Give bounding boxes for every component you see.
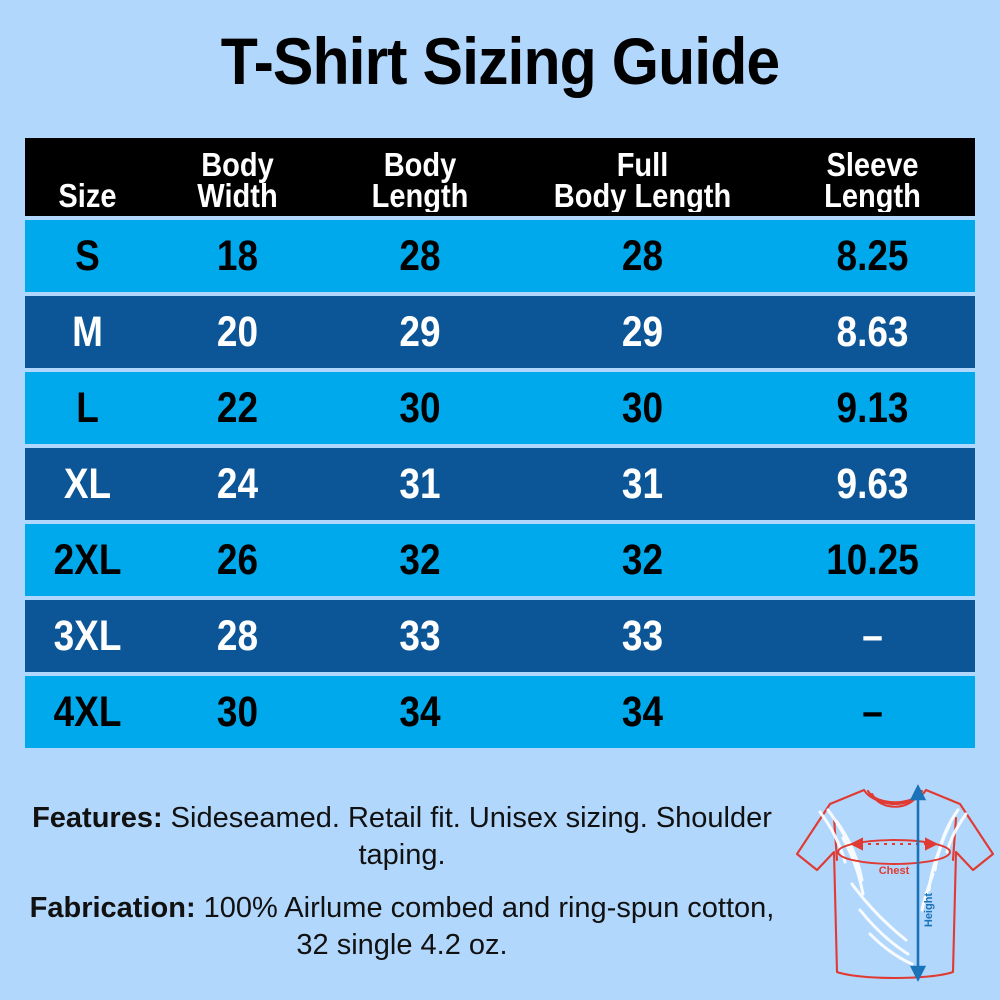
cell-size: S <box>75 234 100 278</box>
fabrication-note: Fabrication: 100% Airlume combed and rin… <box>22 890 782 964</box>
fabrication-text: 100% Airlume combed and ring-spun cotton… <box>195 892 775 962</box>
tshirt-outline-icon <box>795 788 995 980</box>
table-row: 3XL 28 33 33 – <box>25 600 975 672</box>
column-header-body-width: Body Width <box>197 148 278 212</box>
cell-body-width: 22 <box>216 386 259 430</box>
cell-full-body-length: 29 <box>621 310 664 354</box>
column-header-body-length: Body Length <box>371 148 469 212</box>
table-header-row: Size Body Width Body Length Full Body Le… <box>25 138 975 216</box>
height-label: Height <box>923 893 935 928</box>
cell-full-body-length: 33 <box>621 614 664 658</box>
cell-size: XL <box>63 462 112 506</box>
fabrication-label: Fabrication: <box>29 892 196 925</box>
cell-body-width: 20 <box>216 310 259 354</box>
page-title: T-Shirt Sizing Guide <box>220 24 780 98</box>
features-text: Sideseamed. Retail fit. Unisex sizing. S… <box>162 802 772 872</box>
column-header-full-body-length: Full Body Length <box>553 148 732 212</box>
cell-sleeve-length: – <box>862 614 883 658</box>
cell-body-width: 30 <box>216 690 259 734</box>
table-row: S 18 28 28 8.25 <box>25 220 975 292</box>
cell-body-width: 26 <box>216 538 259 582</box>
sizing-table: Size Body Width Body Length Full Body Le… <box>25 138 975 752</box>
cell-full-body-length: 31 <box>621 462 664 506</box>
table-row: M 20 29 29 8.63 <box>25 296 975 368</box>
cell-sleeve-length: – <box>862 690 883 734</box>
cell-sleeve-length: 8.63 <box>836 310 909 354</box>
chest-measure-icon <box>837 839 951 865</box>
cell-sleeve-length: 8.25 <box>836 234 909 278</box>
cell-full-body-length: 28 <box>621 234 664 278</box>
features-label: Features: <box>32 802 163 834</box>
cell-sleeve-length: 10.25 <box>826 538 919 582</box>
chest-arrow-icon <box>849 837 939 851</box>
cell-body-length: 30 <box>399 386 441 430</box>
cell-size: 4XL <box>53 690 122 734</box>
cell-body-length: 31 <box>399 462 441 506</box>
cell-body-length: 32 <box>399 538 441 582</box>
tshirt-measurement-diagram: Chest Height <box>790 782 1000 1000</box>
cell-sleeve-length: 9.13 <box>836 386 909 430</box>
features-note: Features: Sideseamed. Retail fit. Unisex… <box>22 800 782 874</box>
cell-body-length: 33 <box>399 614 441 658</box>
cell-full-body-length: 32 <box>621 538 664 582</box>
column-header-size: Size <box>58 180 117 212</box>
cell-body-width: 18 <box>216 234 259 278</box>
fabric-highlight-icon <box>818 808 968 966</box>
table-row: XL 24 31 31 9.63 <box>25 448 975 520</box>
column-header-sleeve-length: Sleeve Length <box>824 148 921 212</box>
cell-sleeve-length: 9.63 <box>836 462 909 506</box>
cell-size: 2XL <box>53 538 122 582</box>
cell-body-length: 28 <box>399 234 441 278</box>
cell-body-length: 29 <box>399 310 441 354</box>
cell-size: M <box>72 310 103 354</box>
cell-body-width: 24 <box>216 462 259 506</box>
product-notes: Features: Sideseamed. Retail fit. Unisex… <box>22 800 782 980</box>
cell-size: 3XL <box>53 614 122 658</box>
table-row: 2XL 26 32 32 10.25 <box>25 524 975 596</box>
height-measure-icon <box>909 784 927 982</box>
table-row: 4XL 30 34 34 – <box>25 676 975 748</box>
cell-full-body-length: 30 <box>621 386 664 430</box>
chest-label: Chest <box>879 865 910 877</box>
cell-full-body-length: 34 <box>621 690 664 734</box>
cell-body-width: 28 <box>216 614 259 658</box>
cell-body-length: 34 <box>399 690 441 734</box>
cell-size: L <box>76 386 99 430</box>
table-row: L 22 30 30 9.13 <box>25 372 975 444</box>
